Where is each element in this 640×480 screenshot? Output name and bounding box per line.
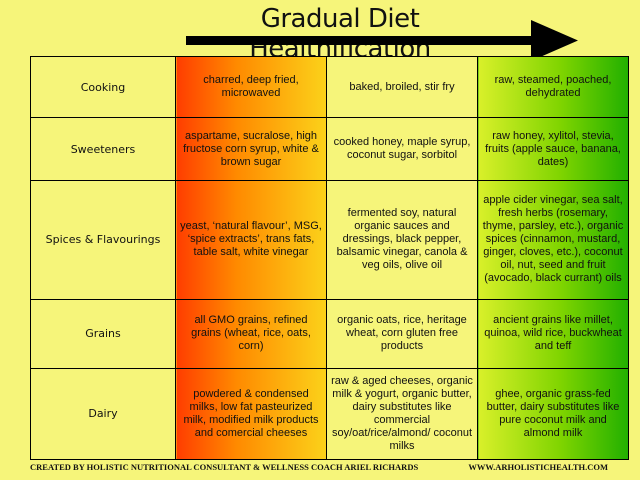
healthy-cell: ancient grains like millet, quinoa, wild… (477, 298, 629, 369)
footer-credit: CREATED BY HOLISTIC NUTRITIONAL CONSULTA… (30, 462, 419, 472)
healthy-cell: apple cider vinegar, sea salt, fresh her… (477, 180, 629, 300)
healthy-cell: ghee, organic grass-fed butter, dairy su… (477, 367, 629, 461)
healthy-cell: raw honey, xylitol, stevia, fruits (appl… (477, 117, 629, 182)
row-category-sweeteners: Sweeteners (30, 117, 176, 182)
table-row: Spices & Flavourings yeast, ‘natural fla… (30, 180, 629, 300)
moderate-cell: baked, broiled, stir fry (326, 55, 478, 119)
unhealthy-cell: aspartame, sucralose, high fructose corn… (175, 117, 327, 182)
row-category-dairy: Dairy (30, 367, 176, 461)
moderate-cell: fermented soy, natural organic sauces an… (326, 180, 478, 300)
moderate-cell: organic oats, rice, heritage wheat, corn… (326, 298, 478, 369)
moderate-cell: raw & aged cheeses, organic milk & yogur… (326, 367, 478, 461)
progression-arrow-icon (186, 20, 578, 70)
table-row: Sweeteners aspartame, sucralose, high fr… (30, 117, 629, 182)
unhealthy-cell: yeast, ‘natural flavour’, MSG, ‘spice ex… (175, 180, 327, 300)
table-row: Cooking charred, deep fried, microwaved … (30, 55, 629, 119)
row-category-grains: Grains (30, 298, 176, 369)
row-category-spices: Spices & Flavourings (30, 180, 176, 300)
unhealthy-cell: powdered & condensed milks, low fat past… (175, 367, 327, 461)
table-row: Dairy powdered & condensed milks, low fa… (30, 367, 629, 461)
moderate-cell: cooked honey, maple syrup, coconut sugar… (326, 117, 478, 182)
unhealthy-cell: all GMO grains, refined grains (wheat, r… (175, 298, 327, 369)
table-row: Grains all GMO grains, refined grains (w… (30, 298, 629, 369)
healthy-cell: raw, steamed, poached, dehydrated (477, 55, 629, 119)
diet-table: Cooking charred, deep fried, microwaved … (30, 55, 629, 461)
footer: CREATED BY HOLISTIC NUTRITIONAL CONSULTA… (30, 462, 608, 472)
footer-website: WWW.ARHOLISTICHEALTH.COM (468, 462, 608, 472)
unhealthy-cell: charred, deep fried, microwaved (175, 55, 327, 119)
row-category-cooking: Cooking (30, 55, 176, 119)
